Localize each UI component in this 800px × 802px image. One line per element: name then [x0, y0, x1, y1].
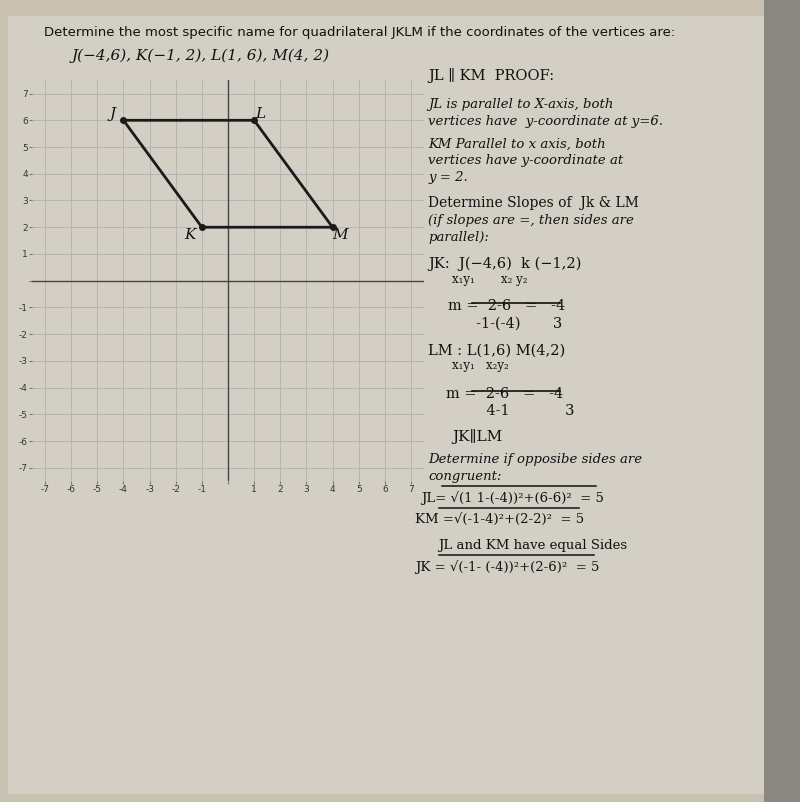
Text: (if slopes are =, then sides are: (if slopes are =, then sides are [428, 214, 634, 227]
Text: M: M [332, 229, 348, 242]
Text: vertices have  y-coordinate at y=6.: vertices have y-coordinate at y=6. [428, 115, 663, 128]
Text: KM Parallel to x axis, both: KM Parallel to x axis, both [428, 138, 606, 151]
Text: congruent:: congruent: [428, 470, 502, 483]
Text: Determine the most specific name for quadrilateral JKLM if the coordinates of th: Determine the most specific name for qua… [44, 26, 675, 38]
Text: JL is parallel to X-axis, both: JL is parallel to X-axis, both [428, 98, 614, 111]
Text: x₁y₁   x₂y₂: x₁y₁ x₂y₂ [452, 359, 509, 372]
Text: JL= √(1 1-(-4))²+(6-6)²  = 5: JL= √(1 1-(-4))²+(6-6)² = 5 [422, 492, 605, 505]
Text: m =  2-6   =   -4: m = 2-6 = -4 [448, 299, 566, 313]
Text: m =  2-6   =   -4: m = 2-6 = -4 [446, 387, 564, 400]
Text: JL ∥ KM  PROOF:: JL ∥ KM PROOF: [428, 68, 554, 83]
Text: vertices have y-coordinate at: vertices have y-coordinate at [428, 154, 623, 167]
Text: -1-(-4)       3: -1-(-4) 3 [453, 317, 562, 330]
Text: y = 2.: y = 2. [428, 171, 468, 184]
Text: J(−4,6), K(−1, 2), L(1, 6), M(4, 2): J(−4,6), K(−1, 2), L(1, 6), M(4, 2) [72, 48, 330, 63]
Text: JL and KM have equal Sides: JL and KM have equal Sides [438, 539, 627, 552]
Text: JK∥LM: JK∥LM [452, 429, 502, 444]
Text: L: L [256, 107, 266, 120]
Text: x₁y₁       x₂ y₂: x₁y₁ x₂ y₂ [452, 273, 527, 286]
Text: parallel):: parallel): [428, 231, 489, 244]
Text: J: J [110, 107, 116, 120]
Text: LM : L(1,6) M(4,2): LM : L(1,6) M(4,2) [428, 343, 566, 357]
Text: JK = √(-1- (-4))²+(2-6)²  = 5: JK = √(-1- (-4))²+(2-6)² = 5 [415, 560, 599, 573]
Text: K: K [185, 229, 196, 242]
Text: Determine Slopes of  Jk & LM: Determine Slopes of Jk & LM [428, 196, 639, 210]
Text: KM =√(-1-4)²+(2-2)²  = 5: KM =√(-1-4)²+(2-2)² = 5 [415, 513, 584, 526]
Text: 4-1            3: 4-1 3 [454, 404, 575, 418]
Text: Determine if opposibe sides are: Determine if opposibe sides are [428, 453, 642, 466]
Text: JK:  J(−4,6)  k (−1,2): JK: J(−4,6) k (−1,2) [428, 257, 582, 271]
